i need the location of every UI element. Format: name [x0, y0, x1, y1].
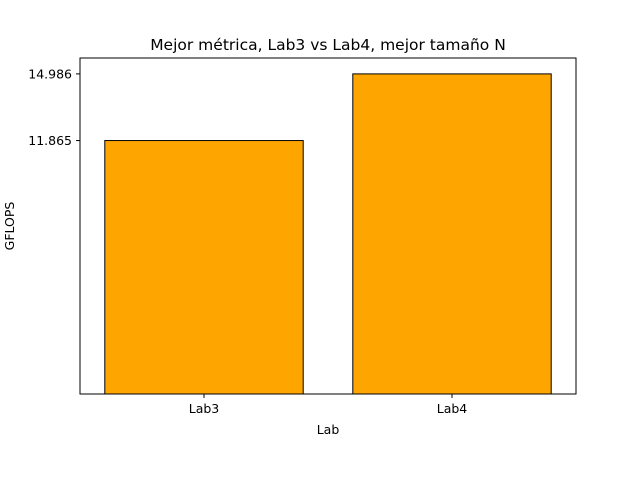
y-axis-ticks: 11.865 14.986	[28, 66, 80, 148]
chart-title: Mejor métrica, Lab3 vs Lab4, mejor tamañ…	[150, 36, 506, 54]
y-tick-label: 11.865	[28, 133, 72, 148]
x-tick-label: Lab4	[437, 401, 468, 416]
y-tick-label: 14.986	[28, 66, 72, 81]
x-tick-label: Lab3	[189, 401, 220, 416]
bar-lab4	[352, 73, 552, 395]
x-axis-ticks: Lab3 Lab4	[189, 394, 468, 416]
bars-group	[104, 73, 552, 395]
plot-frame	[79, 57, 577, 395]
y-axis-label: GFLOPS	[2, 202, 17, 251]
bar-lab3	[104, 140, 304, 395]
x-axis-label: Lab	[317, 422, 340, 437]
